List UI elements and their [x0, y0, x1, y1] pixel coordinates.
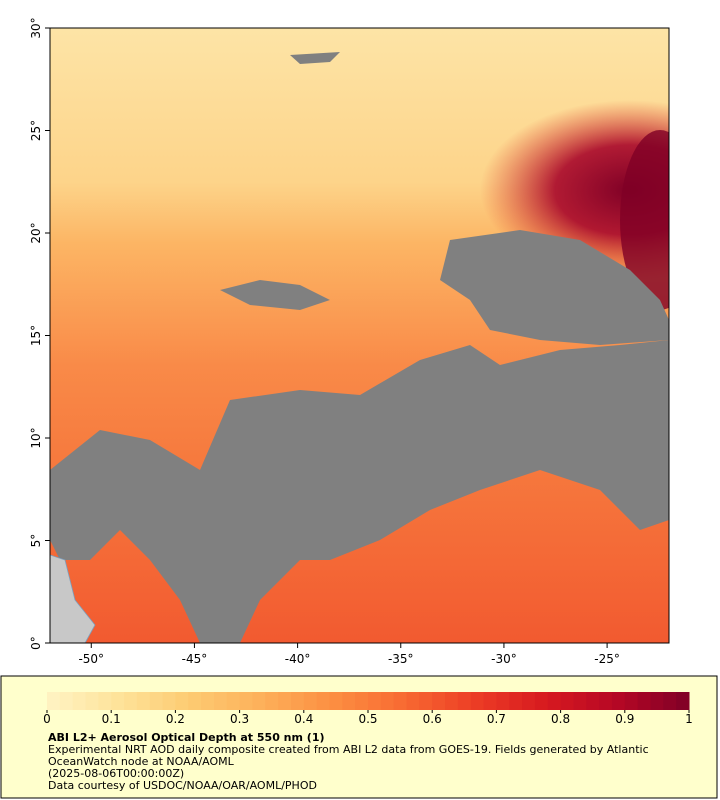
caption-line: Experimental NRT AOD daily composite cre… — [48, 743, 649, 756]
colorbar-cell — [470, 692, 485, 710]
colorbar-cell — [59, 692, 74, 710]
colorbar-cell — [342, 692, 356, 710]
caption-title: ABI L2+ Aerosol Optical Depth at 550 nm … — [48, 731, 325, 744]
colorbar-cell — [316, 692, 330, 710]
colorbar-cell — [85, 692, 99, 710]
colorbar-tick-label: 0.1 — [102, 712, 121, 726]
y-tick-label: 5° — [29, 534, 43, 548]
colorbar-cell — [265, 692, 279, 710]
colorbar-cell — [175, 692, 189, 710]
colorbar-cell — [445, 692, 459, 710]
colorbar-cell — [496, 692, 510, 710]
colorbar-cell — [611, 692, 626, 710]
y-tick-label: 15° — [29, 325, 43, 346]
colorbar: 0 0.1 0.2 0.3 0.4 0.5 0.6 0.7 0.8 0.9 1 — [43, 692, 693, 726]
colorbar-cell — [47, 692, 61, 710]
colorbar-cell — [188, 692, 202, 710]
colorbar-cell — [637, 692, 651, 710]
colorbar-cell — [650, 692, 664, 710]
colorbar-cell — [419, 692, 433, 710]
colorbar-tick-label: 0.2 — [166, 712, 185, 726]
colorbar-cell — [483, 692, 497, 710]
axes: -50° -45° -40° -35° -30° -25° 0° 5° 10° 15° 20° 25°… — [29, 17, 620, 666]
x-tick-label: -35° — [388, 652, 414, 666]
colorbar-cell — [406, 692, 420, 710]
colorbar-cell — [624, 692, 639, 710]
colorbar-cell — [560, 692, 574, 710]
colorbar-tick-label: 1 — [685, 712, 693, 726]
y-tick-label: 20° — [29, 222, 43, 243]
colorbar-cell — [290, 692, 305, 710]
colorbar-cell — [509, 692, 523, 710]
x-tick-label: -45° — [182, 652, 208, 666]
y-tick-label: 10° — [29, 427, 43, 448]
colorbar-cell — [213, 692, 228, 710]
colorbar-cell — [252, 692, 266, 710]
x-tick-label: -50° — [78, 652, 104, 666]
colorbar-cell — [534, 692, 549, 710]
y-tick-label: 30° — [29, 17, 43, 38]
x-tick-label: -25° — [594, 652, 620, 666]
colorbar-cell — [573, 692, 587, 710]
caption-line: OceanWatch node at NOAA/AOML — [48, 755, 235, 768]
colorbar-cell — [380, 692, 395, 710]
colorbar-cell — [432, 692, 446, 710]
colorbar-cell — [586, 692, 600, 710]
colorbar-cell — [149, 692, 164, 710]
colorbar-tick-label: 0.3 — [230, 712, 249, 726]
colorbar-cell — [201, 692, 215, 710]
caption-line: Data courtesy of USDOC/NOAA/OAR/AOML/PHO… — [48, 779, 317, 792]
x-tick-label: -30° — [491, 652, 517, 666]
colorbar-tick-label: 0.4 — [294, 712, 313, 726]
colorbar-cell — [355, 692, 369, 710]
colorbar-cell — [393, 692, 408, 710]
colorbar-cell — [329, 692, 343, 710]
colorbar-cell — [239, 692, 253, 710]
colorbar-cell — [522, 692, 536, 710]
colorbar-cell — [111, 692, 125, 710]
colorbar-tick-label: 0.9 — [615, 712, 634, 726]
colorbar-cell — [676, 692, 690, 710]
caption-line: (2025-08-06T00:00:00Z) — [48, 767, 184, 780]
colorbar-cell — [663, 692, 677, 710]
y-tick-label: 0° — [29, 636, 43, 650]
colorbar-tick-label: 0.6 — [423, 712, 442, 726]
colorbar-cell — [226, 692, 241, 710]
colorbar-tick-label: 0 — [43, 712, 51, 726]
colorbar-tick-label: 0.7 — [487, 712, 506, 726]
colorbar-cell — [124, 692, 138, 710]
colorbar-cell — [136, 692, 151, 710]
colorbar-cell — [162, 692, 176, 710]
colorbar-tick-label: 0.5 — [358, 712, 377, 726]
colorbar-cell — [278, 692, 292, 710]
y-tick-label: 25° — [29, 120, 43, 141]
colorbar-cell — [72, 692, 87, 710]
map-image — [50, 28, 669, 643]
colorbar-cell — [98, 692, 112, 710]
x-tick-label: -40° — [285, 652, 311, 666]
colorbar-cell — [303, 692, 318, 710]
colorbar-cell — [368, 692, 382, 710]
colorbar-cell — [547, 692, 562, 710]
colorbar-cell — [599, 692, 613, 710]
colorbar-tick-label: 0.8 — [551, 712, 570, 726]
colorbar-cell — [457, 692, 472, 710]
